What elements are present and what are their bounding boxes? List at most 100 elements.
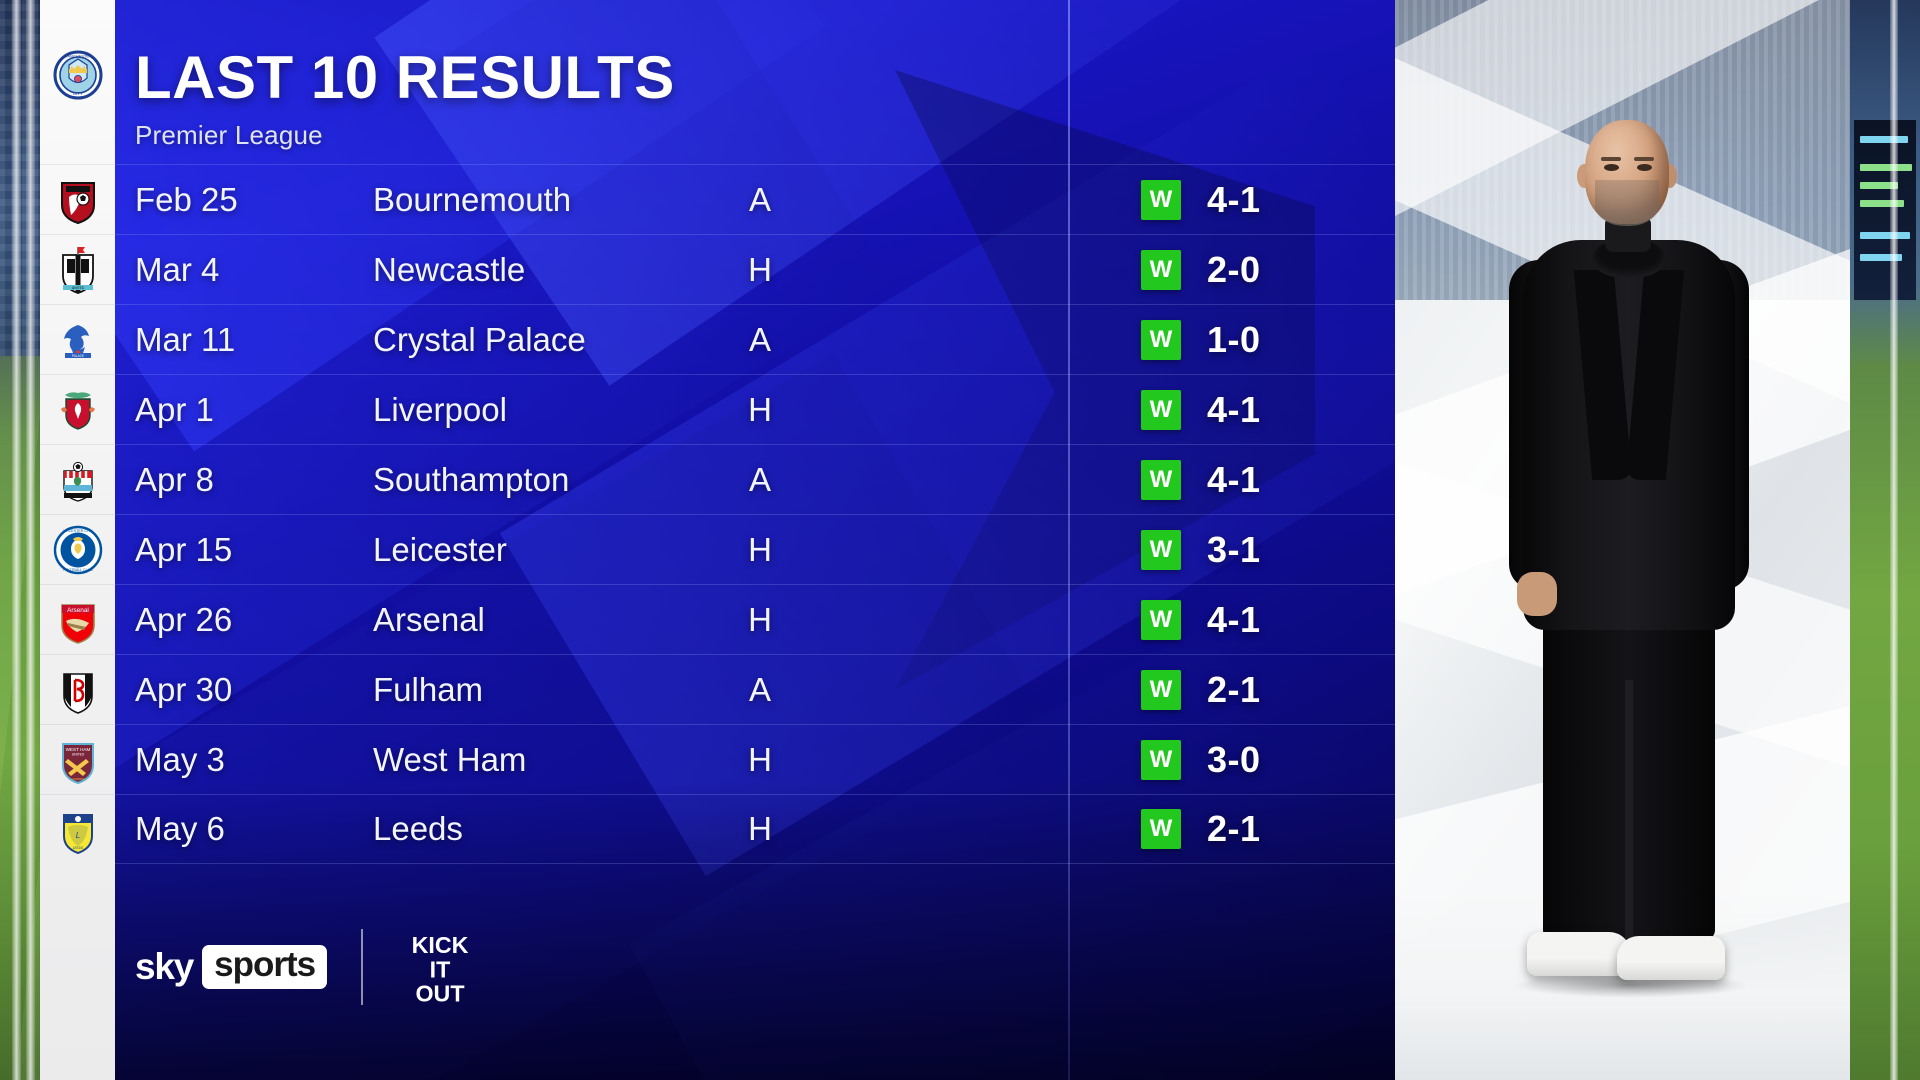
crest-cell-opponent (40, 444, 115, 514)
figure-eye-left (1604, 164, 1619, 171)
figure-brow-left (1601, 157, 1621, 161)
match-date: Apr 26 (135, 600, 233, 638)
crest-cell-opponent: WEST HAM UNITED LONDON (40, 724, 115, 794)
club-crest-rail: MANCHESTER CITY (40, 0, 115, 1080)
opponent-name: Bournemouth (373, 180, 572, 218)
match-score: 3-1 (1207, 528, 1261, 570)
svg-text:L: L (75, 831, 79, 840)
svg-text:MANCHESTER: MANCHESTER (63, 54, 91, 59)
table-row: Apr 30 Fulham A W 2-1 (115, 654, 1395, 724)
opponent-name: Newcastle (373, 250, 526, 288)
svg-text:WEST HAM: WEST HAM (65, 747, 90, 752)
match-score: 2-1 (1207, 668, 1261, 710)
leicester-crest-icon: LEICESTER CITY FOOTBALL CLUB (53, 525, 103, 575)
svg-text:LEEDS: LEEDS (72, 846, 82, 850)
footer-logos: sky sports KICK IT OUT (135, 924, 483, 1010)
table-row: Apr 15 Leicester H W 3-1 (115, 514, 1395, 584)
venue-indicator: A (748, 460, 771, 498)
figure-shoe-left (1527, 932, 1631, 976)
svg-text:Arsenal: Arsenal (67, 607, 89, 614)
figure-beard (1595, 180, 1659, 226)
result-badge: W (1141, 179, 1181, 220)
match-score: 2-0 (1207, 248, 1261, 290)
crest-cell-opponent: UNITED (40, 234, 115, 304)
svg-text:IT: IT (430, 956, 451, 982)
page-title: LAST 10 RESULTS (135, 44, 675, 111)
match-date: Mar 4 (135, 250, 220, 288)
crest-cell-opponent: PALACE (40, 304, 115, 374)
venue-indicator: H (748, 530, 772, 568)
southampton-crest-icon (53, 455, 103, 505)
venue-indicator: A (748, 670, 771, 708)
result-badge: W (1141, 459, 1181, 500)
kick-it-out-logo: KICK IT OUT (397, 924, 483, 1010)
figure-brow-right (1634, 157, 1654, 161)
opponent-name: Southampton (373, 460, 570, 498)
result-badge: W (1141, 389, 1181, 430)
svg-text:LONDON: LONDON (71, 777, 84, 781)
match-date: Mar 11 (135, 320, 236, 358)
west-ham-crest-icon: WEST HAM UNITED LONDON (53, 735, 103, 785)
leeds-crest-icon: L LEEDS (53, 805, 103, 855)
figure-legs (1543, 610, 1715, 940)
goal-post-left (12, 0, 21, 1080)
match-score: 1-0 (1207, 318, 1261, 360)
match-date: May 6 (135, 810, 225, 847)
manchester-city-crest-icon: MANCHESTER CITY (53, 50, 103, 100)
svg-text:OUT: OUT (416, 980, 465, 1006)
crystal-palace-crest-icon: PALACE (53, 315, 103, 365)
crest-cell-home-team: MANCHESTER CITY (40, 0, 115, 150)
goal-post-left-2 (26, 0, 35, 1080)
results-table: Feb 25 Bournemouth A W 4-1 Mar 4 Newcastle H W 2-… (115, 164, 1395, 864)
panel-bottom-fade (115, 780, 1395, 1080)
venue-indicator: H (748, 600, 772, 638)
liverpool-crest-icon (53, 385, 103, 435)
venue-indicator: H (748, 810, 772, 847)
match-date: Apr 30 (135, 670, 233, 708)
page-subtitle: Premier League (135, 120, 323, 150)
presenter-figure (1465, 120, 1785, 1030)
opponent-name: Leeds (373, 810, 463, 847)
sky-sports-logo: sky sports (135, 945, 328, 989)
result-badge: W (1141, 319, 1181, 360)
svg-text:UNITED: UNITED (71, 286, 84, 290)
logo-divider (361, 929, 364, 1005)
panel-header: LAST 10 RESULTS Premier League (135, 48, 675, 151)
venue-indicator: H (748, 250, 772, 288)
result-badge: W (1141, 669, 1181, 710)
figure-shoe-right (1617, 936, 1725, 980)
match-score: 4-1 (1207, 458, 1261, 500)
svg-text:LEICESTER CITY: LEICESTER CITY (63, 529, 93, 533)
result-badge: W (1141, 599, 1181, 640)
crest-cell-opponent: Arsenal (40, 584, 115, 654)
opponent-name: Fulham (373, 670, 484, 708)
result-badge: W (1141, 249, 1181, 290)
fulham-crest-icon (53, 665, 103, 715)
match-date: Apr 8 (135, 460, 214, 498)
results-panel: LAST 10 RESULTS Premier League Feb 25 Bou… (115, 0, 1395, 1080)
crest-cell-opponent (40, 164, 115, 234)
goal-post-right (1890, 0, 1898, 1080)
newcastle-crest-icon: UNITED (53, 245, 103, 295)
svg-text:FOOTBALL CLUB: FOOTBALL CLUB (63, 568, 93, 572)
venue-indicator: A (748, 180, 771, 218)
result-badge: W (1141, 529, 1181, 570)
opponent-name: Leicester (373, 530, 507, 568)
result-badge: W (1141, 809, 1181, 849)
crest-cell-opponent: LEICESTER CITY FOOTBALL CLUB (40, 514, 115, 584)
table-row: Apr 1 Liverpool H W 4-1 (115, 374, 1395, 444)
venue-indicator: A (748, 320, 771, 358)
venue-indicator: H (748, 740, 772, 778)
figure-leg-split (1625, 680, 1633, 942)
arsenal-crest-icon: Arsenal (53, 595, 103, 645)
sky-word: sky (135, 946, 194, 987)
table-row: Mar 11 Crystal Palace A W 1-0 (115, 304, 1395, 374)
match-date: May 3 (135, 740, 225, 778)
column-divider (1068, 0, 1070, 1080)
svg-text:UNITED: UNITED (71, 752, 84, 756)
table-row: May 3 West Ham H W 3-0 (115, 724, 1395, 794)
right-pitch-sliver (1850, 0, 1920, 1080)
match-date: Apr 15 (135, 530, 233, 568)
table-row: May 6 Leeds H W 2-1 (115, 794, 1395, 864)
